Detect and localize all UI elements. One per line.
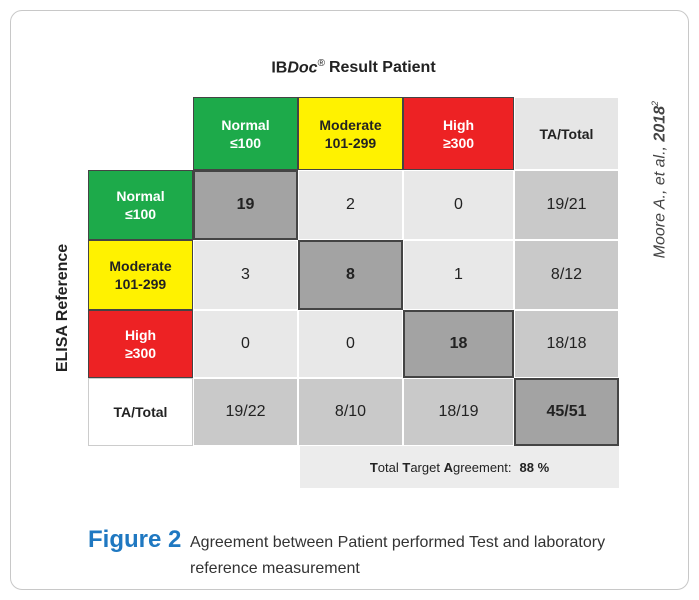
cell: 0 [193, 310, 298, 378]
value: 19 [236, 196, 255, 213]
value: 0 [241, 335, 250, 352]
column-header: Moderate 101-299 [298, 97, 403, 170]
citation-box: Moore A., et al., 20182 [640, 40, 680, 320]
citation-ref: 2 [650, 101, 661, 107]
range: 101-299 [114, 276, 167, 292]
value: 2 [346, 196, 355, 213]
row-header: Normal ≤100 [88, 170, 193, 240]
title-sup: ® [317, 58, 325, 69]
frame [10, 10, 689, 590]
title-prefix: IB [271, 59, 288, 77]
citation-year: 2018 [651, 106, 669, 142]
value: 0 [346, 335, 355, 352]
value: 1 [454, 266, 463, 283]
value: 3 [241, 266, 250, 283]
range: ≤100 [229, 134, 262, 151]
total-row-header: TA/Total [88, 378, 193, 446]
value: 18 [449, 335, 468, 352]
label: Moderate [109, 258, 172, 274]
value: 8/10 [334, 403, 367, 420]
cell: 1 [403, 240, 514, 310]
cell: 2 [298, 170, 403, 240]
label: Normal [116, 188, 165, 204]
label: Moderate [319, 116, 382, 133]
column-total: 18/19 [403, 378, 514, 446]
citation-text: Moore A., et al., [651, 146, 669, 259]
column-total: 19/22 [193, 378, 298, 446]
agreement-part: otal [377, 459, 403, 475]
column-header: Normal ≤100 [193, 97, 298, 170]
range: ≥300 [442, 134, 475, 151]
row-total: 8/12 [514, 240, 619, 310]
range: 101-299 [324, 134, 377, 151]
cell: 8 [298, 240, 403, 310]
cell: 0 [403, 170, 514, 240]
value: 0 [454, 196, 463, 213]
value: 19/22 [225, 403, 266, 420]
figure-caption: Agreement between Patient performed Test… [190, 534, 606, 577]
cell: 0 [298, 310, 403, 378]
agreement-part: A [443, 459, 453, 475]
row-total: 19/21 [514, 170, 619, 240]
value: 19/21 [546, 196, 587, 213]
citation: Moore A., et al., 20182 [650, 101, 669, 258]
agreement-part: arget [410, 459, 444, 475]
value: 8 [346, 266, 355, 283]
row-total: 18/18 [514, 310, 619, 378]
value: 18/18 [546, 335, 587, 352]
agreement-value: 88 % [519, 459, 550, 475]
agreement-part: T [369, 459, 378, 475]
range: ≤100 [124, 206, 157, 222]
range: ≥300 [124, 345, 157, 361]
column-total: 8/10 [298, 378, 403, 446]
grand-total: 45/51 [514, 378, 619, 446]
label: High [124, 327, 157, 343]
title-suffix: Result Patient [328, 59, 436, 77]
figure-label: Figure 2 [88, 526, 182, 553]
cell: 3 [193, 240, 298, 310]
side-label: ELISA Reference [54, 243, 71, 373]
table-title: IBDoc® Result Patient [88, 58, 619, 77]
label: High [442, 116, 475, 133]
column-header: High ≥300 [403, 97, 514, 170]
cell: 18 [403, 310, 514, 378]
row-header: Moderate 101-299 [88, 240, 193, 310]
label: TA/Total [113, 404, 168, 420]
label: Normal [221, 116, 270, 133]
agreement-part: T [402, 459, 411, 475]
value: 45/51 [546, 403, 587, 420]
row-header: High ≥300 [88, 310, 193, 378]
value: 18/19 [438, 403, 479, 420]
cell: 19 [193, 170, 298, 240]
total-header: TA/Total [514, 97, 619, 170]
title-italic: Doc [287, 59, 318, 77]
agreement-part: greement: [452, 459, 512, 475]
value: 8/12 [550, 266, 583, 283]
label: TA/Total [539, 125, 594, 142]
